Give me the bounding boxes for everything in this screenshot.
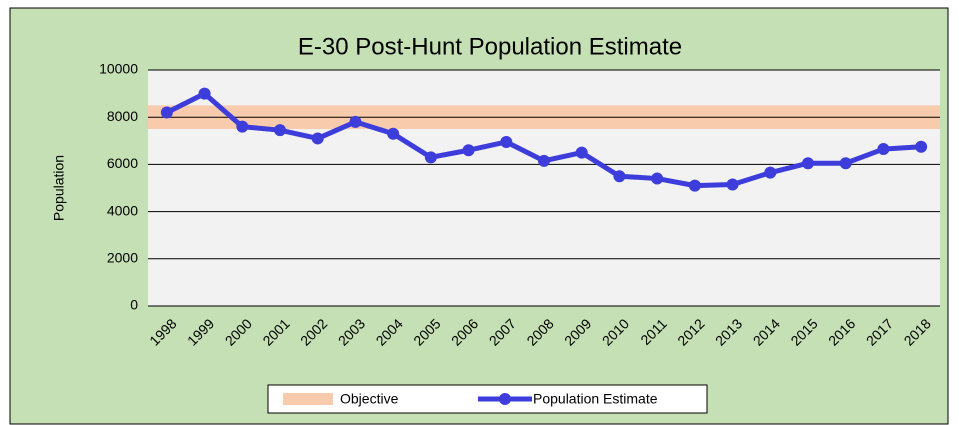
y-tick-label: 2000 bbox=[107, 250, 138, 266]
data-point bbox=[538, 154, 550, 167]
legend-label: Population Estimate bbox=[533, 391, 658, 407]
y-tick-label: 6000 bbox=[107, 155, 138, 171]
legend-label: Objective bbox=[340, 391, 399, 407]
data-point bbox=[915, 140, 928, 153]
data-point bbox=[311, 132, 324, 145]
data-point bbox=[575, 146, 588, 159]
data-point bbox=[726, 178, 739, 191]
legend-marker bbox=[499, 393, 511, 405]
data-point bbox=[198, 87, 211, 100]
data-point bbox=[802, 157, 814, 170]
data-point bbox=[764, 166, 777, 179]
data-point bbox=[688, 179, 701, 192]
data-point bbox=[613, 170, 626, 183]
data-point bbox=[839, 157, 852, 170]
data-point bbox=[877, 143, 890, 156]
data-point bbox=[387, 127, 400, 140]
data-point bbox=[424, 151, 437, 164]
y-tick-label: 4000 bbox=[107, 202, 138, 218]
data-point bbox=[160, 106, 173, 119]
y-tick-label: 8000 bbox=[107, 108, 138, 124]
data-point bbox=[651, 172, 664, 185]
y-tick-label: 0 bbox=[130, 297, 138, 313]
data-point bbox=[349, 115, 362, 128]
y-tick-label: 10000 bbox=[99, 61, 138, 77]
y-axis-label: Population bbox=[51, 155, 67, 221]
chart-title: E-30 Post-Hunt Population Estimate bbox=[298, 33, 682, 60]
data-point bbox=[500, 135, 513, 148]
legend-swatch bbox=[283, 393, 333, 405]
data-point bbox=[462, 144, 475, 157]
data-point bbox=[274, 124, 286, 137]
data-point bbox=[236, 120, 249, 133]
